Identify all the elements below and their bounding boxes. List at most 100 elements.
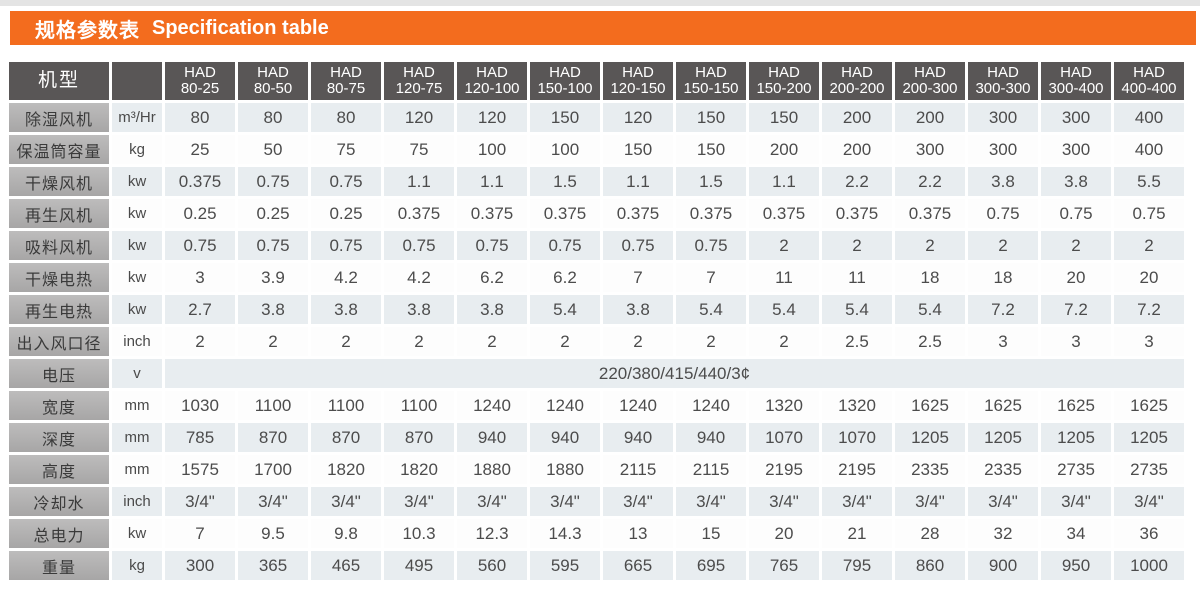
- value-cell: 3/4": [311, 487, 381, 516]
- model-series: HAD: [1133, 64, 1165, 82]
- value-cell: 1100: [238, 391, 308, 420]
- value-cell: 1625: [968, 391, 1038, 420]
- row-label: 总电力: [9, 519, 109, 548]
- value-cell: 18: [895, 263, 965, 292]
- value-cell: 950: [1041, 551, 1111, 580]
- value-cell: 2335: [895, 455, 965, 484]
- value-cell: 10.3: [384, 519, 454, 548]
- model-series: HAD: [695, 64, 727, 82]
- unit-cell: mm: [112, 423, 162, 452]
- value-cell: 300: [968, 103, 1038, 132]
- value-cell: 2: [1041, 231, 1111, 260]
- page-title-zh: 规格参数表: [35, 19, 140, 42]
- model-column-header: HAD 400-400: [1114, 62, 1184, 100]
- merged-voltage-cell: 220/380/415/440/3¢: [165, 359, 1184, 388]
- value-cell: 1.1: [384, 167, 454, 196]
- value-cell: 200: [822, 103, 892, 132]
- value-cell: 400: [1114, 103, 1184, 132]
- value-cell: 25: [165, 135, 235, 164]
- value-cell: 5.4: [676, 295, 746, 324]
- row-label: 冷却水: [9, 487, 109, 516]
- value-cell: 3.8: [1041, 167, 1111, 196]
- row-label: 干燥风机: [9, 167, 109, 196]
- value-cell: 0.25: [311, 199, 381, 228]
- value-cell: 0.75: [457, 231, 527, 260]
- value-cell: 1820: [311, 455, 381, 484]
- value-cell: 940: [457, 423, 527, 452]
- value-cell: 75: [311, 135, 381, 164]
- value-cell: 5.4: [749, 295, 819, 324]
- header-row: 机型 HAD 80-25 HAD 80-50 HAD 80-75 HAD 120-75 HAD 1…: [9, 62, 1184, 100]
- value-cell: 0.75: [238, 231, 308, 260]
- value-cell: 150: [530, 103, 600, 132]
- value-cell: 150: [603, 135, 673, 164]
- value-cell: 1820: [384, 455, 454, 484]
- table-row: 冷却水 inch 3/4" 3/4" 3/4" 3/4" 3/4" 3/4" 3/4" 3/4" 3…: [9, 487, 1184, 516]
- value-cell: 11: [749, 263, 819, 292]
- value-cell: 900: [968, 551, 1038, 580]
- value-cell: 1240: [603, 391, 673, 420]
- value-cell: 1625: [1041, 391, 1111, 420]
- model-series: HAD: [184, 64, 216, 82]
- value-cell: 2195: [822, 455, 892, 484]
- value-cell: 1575: [165, 455, 235, 484]
- value-cell: 2: [238, 327, 308, 356]
- value-cell: 2.7: [165, 295, 235, 324]
- value-cell: 120: [603, 103, 673, 132]
- value-cell: 1030: [165, 391, 235, 420]
- value-cell: 400: [1114, 135, 1184, 164]
- value-cell: 34: [1041, 519, 1111, 548]
- value-cell: 0.75: [238, 167, 308, 196]
- value-cell: 595: [530, 551, 600, 580]
- value-cell: 0.375: [749, 199, 819, 228]
- value-cell: 2: [749, 327, 819, 356]
- value-cell: 2735: [1041, 455, 1111, 484]
- value-cell: 4.2: [384, 263, 454, 292]
- model-column-header: HAD 120-75: [384, 62, 454, 100]
- row-label: 干燥电热: [9, 263, 109, 292]
- value-cell: 3/4": [530, 487, 600, 516]
- value-cell: 495: [384, 551, 454, 580]
- model-column-header: HAD 300-300: [968, 62, 1038, 100]
- value-cell: 3.9: [238, 263, 308, 292]
- value-cell: 3.8: [311, 295, 381, 324]
- model-series: HAD: [841, 64, 873, 82]
- value-cell: 300: [968, 135, 1038, 164]
- value-cell: 75: [384, 135, 454, 164]
- value-cell: 1205: [1114, 423, 1184, 452]
- value-cell: 7: [676, 263, 746, 292]
- row-label: 再生风机: [9, 199, 109, 228]
- value-cell: 300: [1041, 103, 1111, 132]
- table-row: 再生电热 kw 2.7 3.8 3.8 3.8 3.8 5.4 3.8 5.4 5.4 5.4 5.4 7…: [9, 295, 1184, 324]
- value-cell: 3.8: [457, 295, 527, 324]
- value-cell: 1205: [895, 423, 965, 452]
- value-cell: 50: [238, 135, 308, 164]
- page-title-en: Specification table: [152, 16, 329, 39]
- value-cell: 3/4": [384, 487, 454, 516]
- value-cell: 7.2: [1114, 295, 1184, 324]
- value-cell: 5.4: [822, 295, 892, 324]
- model-series: HAD: [987, 64, 1019, 82]
- value-cell: 20: [749, 519, 819, 548]
- value-cell: 12.3: [457, 519, 527, 548]
- value-cell: 20: [1114, 263, 1184, 292]
- table-row: 吸料风机 kw 0.75 0.75 0.75 0.75 0.75 0.75 0.75 0.75 2 2…: [9, 231, 1184, 260]
- unit-cell: kw: [112, 519, 162, 548]
- value-cell: 0.25: [165, 199, 235, 228]
- table-row: 再生风机 kw 0.25 0.25 0.25 0.375 0.375 0.375 0.375 0.…: [9, 199, 1184, 228]
- value-cell: 665: [603, 551, 673, 580]
- value-cell: 2115: [603, 455, 673, 484]
- model-column-header: HAD 120-100: [457, 62, 527, 100]
- value-cell: 80: [165, 103, 235, 132]
- unit-cell: m³/Hr: [112, 103, 162, 132]
- value-cell: 80: [238, 103, 308, 132]
- model-series: HAD: [549, 64, 581, 82]
- value-cell: 2115: [676, 455, 746, 484]
- row-label: 电压: [9, 359, 109, 388]
- value-cell: 1205: [968, 423, 1038, 452]
- value-cell: 870: [311, 423, 381, 452]
- value-cell: 2: [895, 231, 965, 260]
- value-cell: 2: [822, 231, 892, 260]
- table-row: 宽度 mm 1030 1100 1100 1100 1240 1240 1240 1240 1320…: [9, 391, 1184, 420]
- value-cell: 0.75: [1041, 199, 1111, 228]
